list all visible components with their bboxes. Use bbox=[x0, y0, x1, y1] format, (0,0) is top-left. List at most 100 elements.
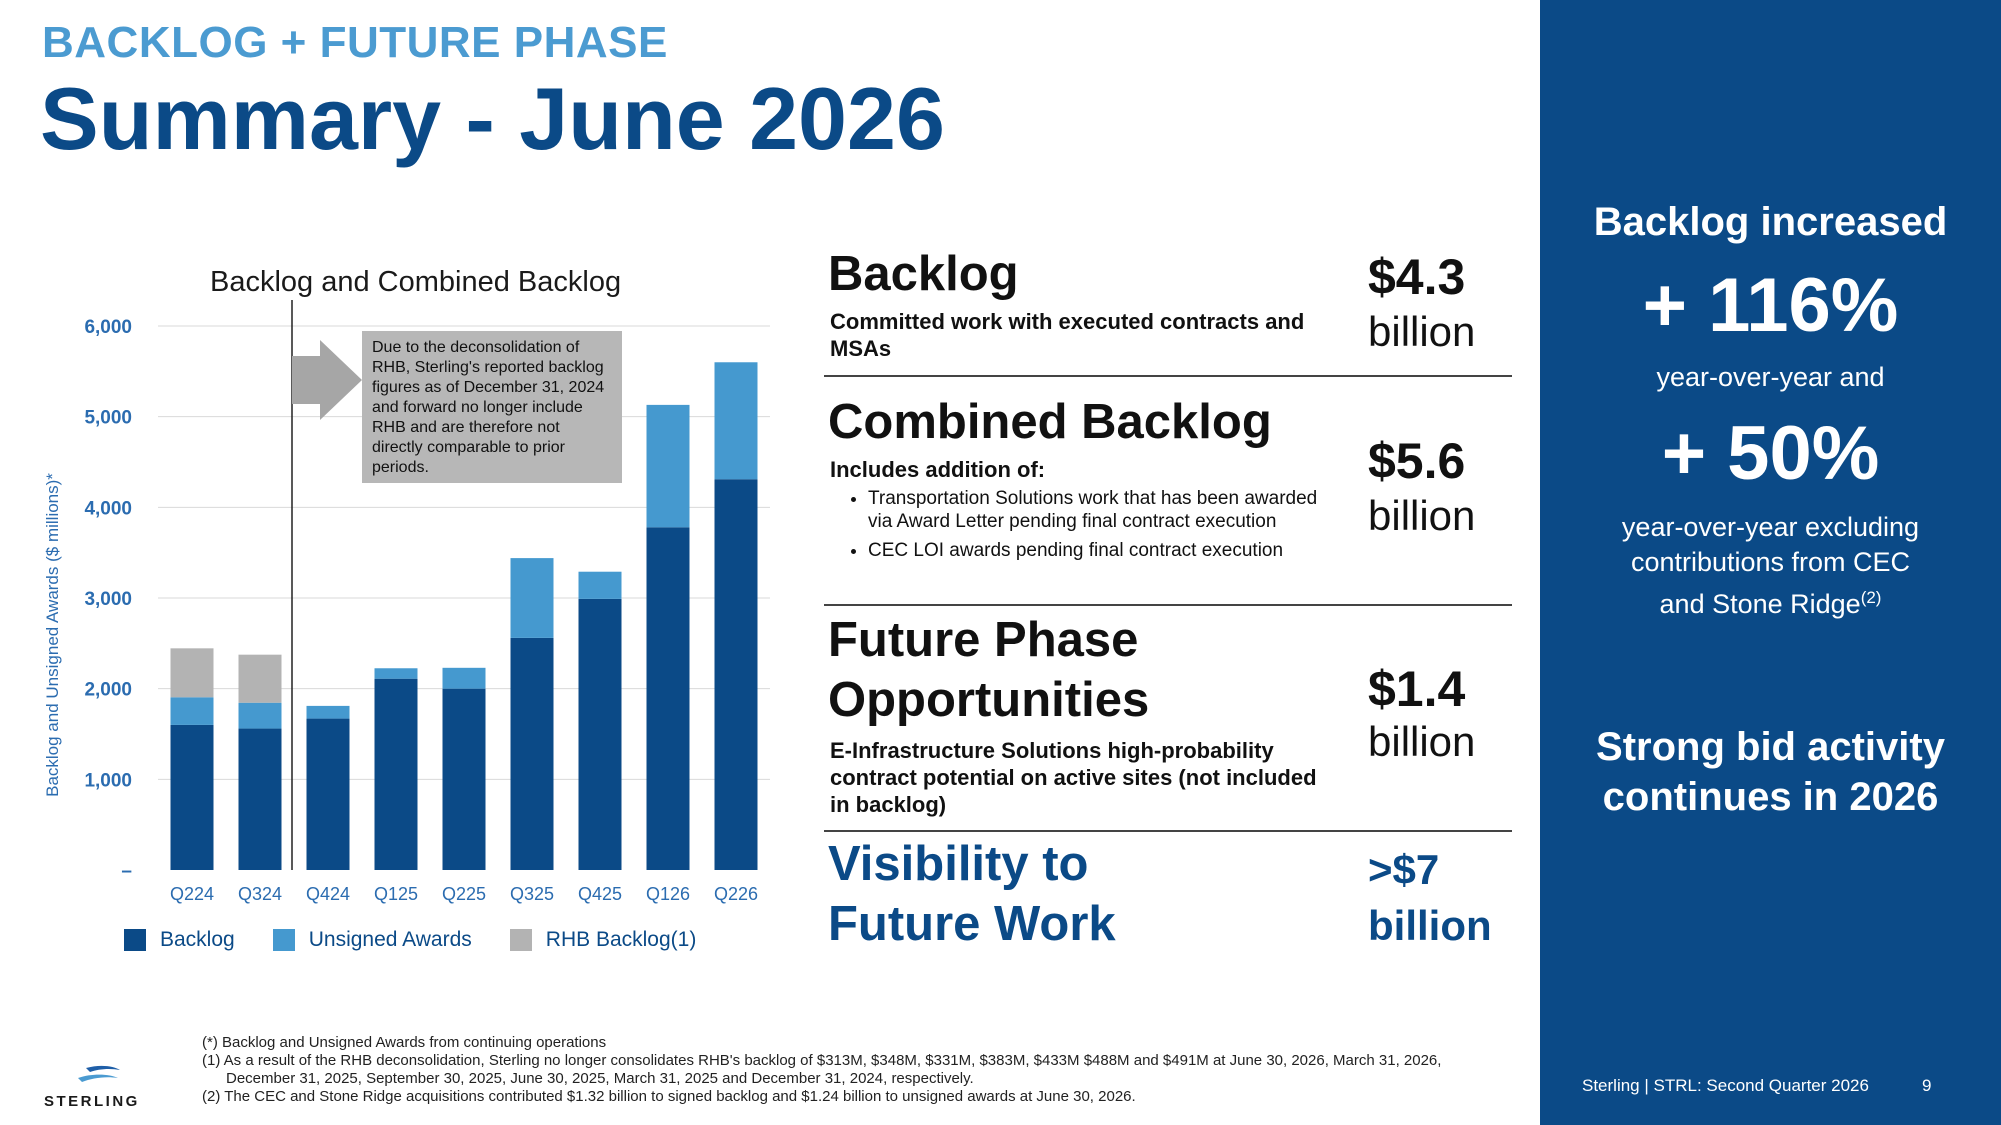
combined-backlog-unit: billion bbox=[1368, 492, 1476, 539]
footnote-marker: (2) bbox=[1860, 588, 1882, 607]
x-tick-label: Q225 bbox=[442, 884, 486, 904]
section-divider bbox=[824, 604, 1512, 606]
sterling-logo-mark: STERLING bbox=[44, 1065, 140, 1110]
bullet-item: Transportation Solutions work that has b… bbox=[868, 487, 1320, 533]
bar-unsigned-awards-q226 bbox=[714, 362, 758, 480]
y-tick-label: – bbox=[121, 861, 132, 882]
x-tick-label: Q125 bbox=[374, 884, 418, 904]
future-phase-subtitle: E-Infrastructure Solutions high-probabil… bbox=[830, 738, 1317, 817]
highlight-stat-organic-caption: year-over-year excluding contributions f… bbox=[1540, 510, 2001, 622]
arrow-right-icon bbox=[292, 340, 362, 420]
y-axis-label: Backlog and Unsigned Awards ($ millions)… bbox=[43, 473, 62, 797]
footnote-2: (2) The CEC and Stone Ridge acquisitions… bbox=[202, 1088, 1136, 1105]
x-tick-label: Q126 bbox=[646, 884, 690, 904]
slide-eyebrow: BACKLOG + FUTURE PHASE bbox=[42, 18, 668, 67]
bar-backlog-q325 bbox=[510, 637, 554, 870]
future-phase-title-line1: Future Phase bbox=[828, 613, 1139, 667]
chart-legend: Backlog Unsigned Awards RHB Backlog(1) bbox=[124, 928, 696, 952]
bar-backlog-q126 bbox=[646, 527, 690, 870]
bullet-item: CEC LOI awards pending final contract ex… bbox=[868, 539, 1320, 562]
bid-activity-note: Strong bid activity continues in 2026 bbox=[1540, 722, 2001, 822]
x-tick-label: Q424 bbox=[306, 884, 350, 904]
backlog-title: Backlog bbox=[828, 247, 1019, 301]
highlights-panel: Backlog increased + 116% year-over-year … bbox=[1540, 0, 2001, 1125]
x-tick-label: Q226 bbox=[714, 884, 758, 904]
legend-swatch-backlog bbox=[124, 929, 146, 951]
visibility-title-line1: Visibility to bbox=[828, 837, 1089, 891]
legend-label-unsigned: Unsigned Awards bbox=[308, 928, 472, 951]
highlight-stat-organic: + 50% bbox=[1661, 411, 1880, 496]
legend-label-rhb: RHB Backlog(1) bbox=[545, 928, 697, 951]
footnote-1: (1) As a result of the RHB deconsolidati… bbox=[202, 1052, 1442, 1069]
y-tick-label: 3,000 bbox=[84, 589, 132, 610]
caption-line: contributions from CEC bbox=[1630, 547, 1911, 577]
future-phase-title-line2: Opportunities bbox=[828, 673, 1150, 727]
bid-line: Strong bid activity bbox=[1596, 725, 1945, 769]
footer-company: Sterling | STRL: Second Quarter 2026 bbox=[1582, 1076, 1869, 1095]
y-tick-label: 2,000 bbox=[84, 680, 132, 701]
caption-line: year-over-year excluding bbox=[1621, 512, 1920, 542]
logo-wordmark: STERLING bbox=[44, 1093, 140, 1110]
y-tick-label: 4,000 bbox=[84, 498, 132, 519]
bid-line: continues in 2026 bbox=[1602, 775, 1939, 819]
footnote-star: (*) Backlog and Unsigned Awards from con… bbox=[202, 1034, 607, 1051]
backlog-subtitle: Committed work with executed contracts a… bbox=[830, 309, 1305, 361]
page-number: 9 bbox=[1922, 1076, 1932, 1095]
bar-backlog-q324 bbox=[238, 728, 282, 870]
highlight-heading: Backlog increased bbox=[1593, 200, 1948, 244]
deconsolidation-callout: Due to the deconsolidation of RHB, Sterl… bbox=[362, 331, 622, 483]
footnotes: (*) Backlog and Unsigned Awards from con… bbox=[202, 1034, 1441, 1106]
combined-backlog-subtitle: Includes addition of: bbox=[830, 457, 1046, 482]
y-tick-label: 1,000 bbox=[84, 770, 132, 791]
bar-backlog-q226 bbox=[714, 479, 758, 870]
combined-backlog-title: Combined Backlog bbox=[828, 395, 1272, 449]
bar-backlog-q224 bbox=[170, 724, 214, 870]
legend-item-backlog: Backlog bbox=[124, 928, 235, 952]
bar-rhb-backlog-1-q224 bbox=[170, 648, 214, 698]
highlight-stat-yoy-caption: year-over-year and bbox=[1656, 362, 1885, 392]
bar-unsigned-awards-q126 bbox=[646, 404, 690, 528]
backlog-unit: billion bbox=[1368, 308, 1476, 355]
legend-item-rhb: RHB Backlog(1) bbox=[509, 928, 697, 952]
visibility-title-line2: Future Work bbox=[828, 897, 1116, 951]
sterling-logo: STERLING bbox=[42, 1062, 154, 1115]
legend-item-unsigned: Unsigned Awards bbox=[272, 928, 472, 952]
bar-unsigned-awards-q425 bbox=[578, 571, 622, 599]
bar-backlog-q424 bbox=[306, 718, 350, 870]
slide-title: Summary - June 2026 bbox=[40, 69, 945, 168]
bar-backlog-q225 bbox=[442, 688, 486, 870]
x-tick-label: Q324 bbox=[238, 884, 282, 904]
legend-swatch-rhb bbox=[509, 929, 532, 951]
highlight-stat-yoy: + 116% bbox=[1642, 263, 1899, 348]
backlog-amount: $4.3 bbox=[1368, 249, 1466, 305]
legend-swatch-unsigned bbox=[272, 929, 295, 951]
x-tick-label: Q425 bbox=[578, 884, 622, 904]
bar-unsigned-awards-q424 bbox=[306, 705, 350, 719]
y-tick-label: 5,000 bbox=[84, 408, 132, 429]
bar-backlog-q425 bbox=[578, 598, 622, 870]
combined-backlog-amount: $5.6 bbox=[1368, 433, 1466, 489]
section-divider bbox=[824, 830, 1512, 832]
section-divider bbox=[824, 375, 1512, 377]
caption-line-text: and Stone Ridge bbox=[1659, 589, 1861, 619]
caption-line: and Stone Ridge(2) bbox=[1540, 580, 2001, 622]
bar-unsigned-awards-q224 bbox=[170, 697, 214, 725]
bar-rhb-backlog-1-q324 bbox=[238, 654, 282, 703]
backlog-chart: – 1,000 2,000 3,000 4,000 5,000 6,000 Q224 Q324 Q… bbox=[43, 300, 770, 904]
combined-backlog-details: Includes addition of: Transportation Sol… bbox=[830, 456, 1320, 568]
combined-backlog-bullets: Transportation Solutions work that has b… bbox=[830, 487, 1320, 562]
chart-title: Backlog and Combined Backlog bbox=[210, 266, 622, 298]
bar-unsigned-awards-q325 bbox=[510, 558, 554, 638]
bar-unsigned-awards-q225 bbox=[442, 667, 486, 689]
future-phase-unit: billion bbox=[1368, 718, 1476, 765]
visibility-amount: >$7 bbox=[1368, 846, 1440, 893]
legend-label-backlog: Backlog bbox=[160, 928, 235, 951]
bar-unsigned-awards-q125 bbox=[374, 668, 418, 679]
y-tick-label: 6,000 bbox=[84, 317, 132, 338]
visibility-unit: billion bbox=[1368, 902, 1492, 949]
x-tick-label: Q325 bbox=[510, 884, 554, 904]
bar-unsigned-awards-q324 bbox=[238, 702, 282, 729]
x-tick-label: Q224 bbox=[170, 884, 214, 904]
footnote-1-cont: December 31, 2025, September 30, 2025, J… bbox=[226, 1070, 974, 1087]
future-phase-amount: $1.4 bbox=[1368, 661, 1466, 717]
